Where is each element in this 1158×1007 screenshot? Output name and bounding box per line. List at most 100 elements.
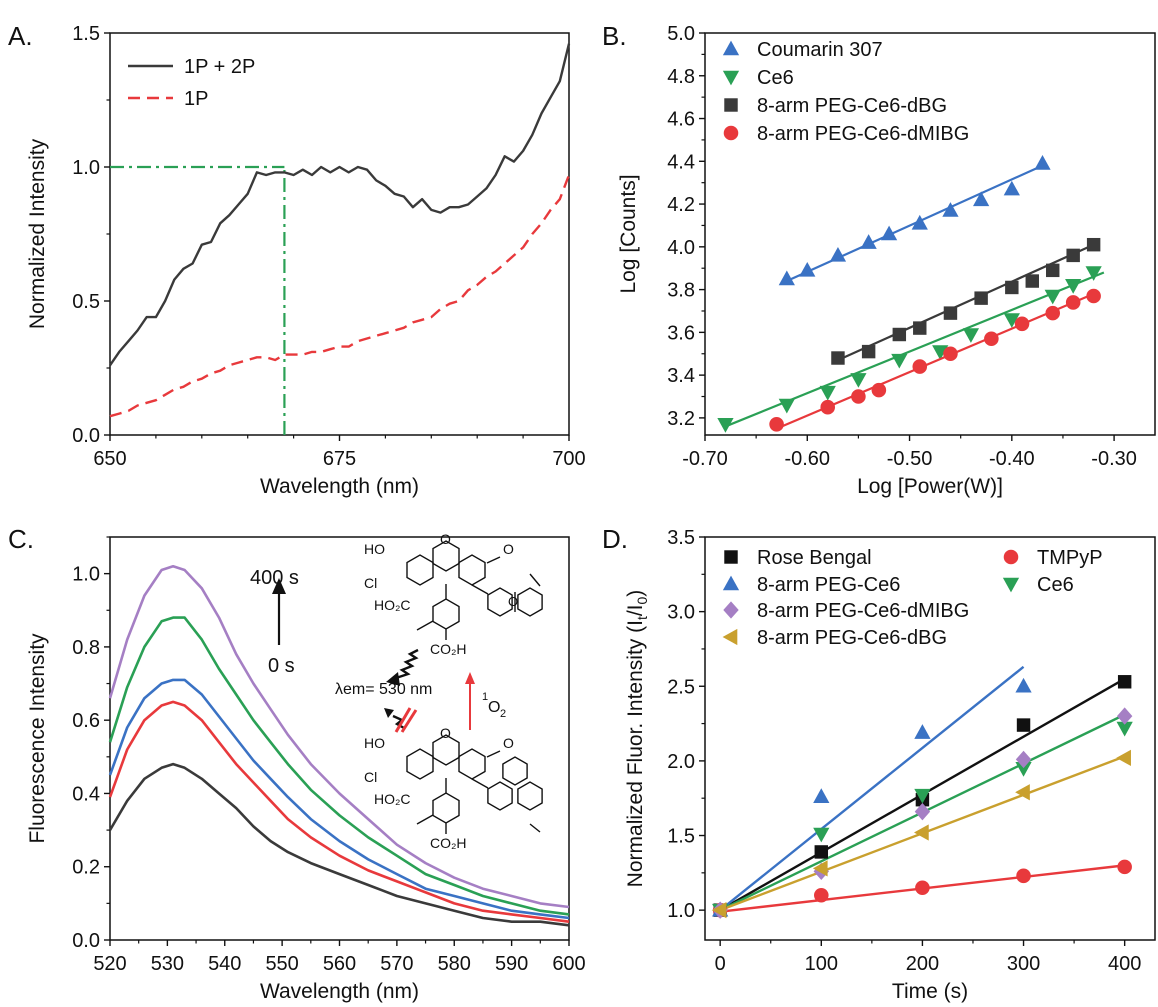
data-point <box>1034 155 1051 170</box>
y-axis-label-part: t <box>634 616 650 620</box>
legend-label: Ce6 <box>1037 574 1074 596</box>
y-tick-label: 0.4 <box>72 783 100 805</box>
x-tick-label: 400 <box>1108 953 1141 975</box>
fit-line <box>786 164 1043 283</box>
x-axis-label: Time (s) <box>892 980 968 1003</box>
data-point <box>717 418 734 433</box>
data-point <box>813 788 830 804</box>
singlet-oxygen-arrow-head <box>465 672 475 684</box>
data-point <box>1015 750 1032 769</box>
data-point <box>1015 762 1032 777</box>
bond <box>486 556 501 564</box>
data-point <box>891 353 908 369</box>
singlet-oxygen-sub: 2 <box>500 708 506 720</box>
mol-label-oh: HO <box>364 541 385 557</box>
y-tick-label: 4.6 <box>667 109 695 131</box>
x-tick-label: 600 <box>552 953 585 975</box>
data-point <box>1065 295 1081 310</box>
y-axis-label-part: /I <box>624 604 647 616</box>
panel-A: 650 675 700 0.0 0.5 1.0 1.5 A. Wavelength (nm) No… <box>8 21 586 498</box>
data-point <box>831 351 845 365</box>
data-point <box>1044 289 1061 305</box>
data-point <box>769 417 784 432</box>
y-axis-label-part: Normalized Fluor. Intensity (I <box>624 620 647 887</box>
data-point <box>813 827 830 843</box>
data-point <box>814 845 829 859</box>
mol-label-co2h-left: HO₂C <box>374 597 411 613</box>
data-point <box>1015 677 1032 693</box>
data-point <box>819 385 836 401</box>
data-point <box>974 291 988 305</box>
quenched-arrow-head <box>384 708 394 718</box>
legend-label: 8-arm PEG-Ce6-dBG <box>757 627 947 649</box>
data-point <box>943 346 958 362</box>
legend-label: 8-arm PEG-Ce6-dMIBG <box>757 123 969 145</box>
legend-label: 1P <box>184 88 208 110</box>
bond <box>486 750 501 758</box>
data-point <box>914 788 931 804</box>
x-tick-label: 540 <box>208 953 241 975</box>
x-tick-label: 520 <box>93 953 126 975</box>
data-point <box>1016 868 1031 884</box>
plot-frame <box>109 32 570 436</box>
data-point <box>1025 274 1039 288</box>
x-tick-label: 650 <box>93 448 126 470</box>
data-point <box>860 234 877 249</box>
ring <box>502 756 528 786</box>
x-tick-label: 530 <box>151 953 184 975</box>
data-point <box>914 824 929 841</box>
ring <box>517 781 543 811</box>
y-tick-label: 3.2 <box>667 408 695 430</box>
spectrum-curve <box>108 700 570 923</box>
data-point <box>932 345 949 361</box>
spectrum-curve <box>108 565 570 909</box>
emission-wave-arrow <box>395 648 419 680</box>
data-point <box>799 261 816 277</box>
y-tick-label: 0.5 <box>72 291 100 313</box>
data-point <box>912 359 928 374</box>
ring <box>517 587 543 617</box>
ring <box>487 587 513 617</box>
y-tick-label: 1.5 <box>667 826 695 848</box>
y-tick-label: 1.0 <box>72 157 100 179</box>
data-point <box>1016 718 1031 732</box>
fit-line <box>719 665 1025 912</box>
bond <box>529 573 541 587</box>
panel-C: 520 530 540 550 560 570 580 590 600 0.0 0.2 0.4 0.6 0… <box>8 524 586 1003</box>
data-point <box>1003 180 1020 196</box>
legend-label: 8-arm PEG-Ce6-dBG <box>757 95 947 117</box>
legend-label: Coumarin 307 <box>757 39 883 61</box>
y-axis-label: Normalized Fluor. Intensity (It/I0) <box>624 590 650 888</box>
panel-D: 0 100 200 300 400 1.0 1.5 2.0 2.5 3.0 3.5 D. Time (s… <box>602 524 1156 1003</box>
spectrum-curve <box>108 616 570 916</box>
data-point <box>1014 316 1030 332</box>
ring <box>458 554 486 586</box>
x-tick-label: 580 <box>438 953 471 975</box>
plot-frame <box>704 32 1156 436</box>
data-point <box>851 389 866 404</box>
x-tick-label: 570 <box>380 953 413 975</box>
data-point <box>1003 313 1020 328</box>
molecule-structure-product: HO Cl HO₂C CO₂H O O O <box>364 531 543 657</box>
molecule-structure-probe: HO Cl HO₂C CO₂H O O <box>364 725 543 851</box>
legend-label: 8-arm PEG-Ce6 <box>757 574 900 596</box>
methyl-bond <box>529 823 541 833</box>
legend-label: Ce6 <box>757 67 794 89</box>
data-point <box>1015 784 1030 801</box>
mol-label-keto: O <box>503 541 514 557</box>
legend-marker <box>723 125 739 141</box>
y-tick-label: 1.0 <box>667 900 695 922</box>
panel-letter: B. <box>602 21 627 51</box>
data-point <box>861 344 876 359</box>
mol-label-cl: Cl <box>364 769 377 785</box>
data-point <box>914 724 931 739</box>
data-point <box>1117 859 1132 875</box>
data-point <box>814 887 829 903</box>
bond <box>416 620 434 631</box>
legend-marker <box>1003 549 1019 565</box>
data-point <box>973 191 990 207</box>
ring <box>432 734 460 766</box>
data-point <box>1116 707 1133 725</box>
emission-label: λem= 530 nm <box>335 681 432 698</box>
